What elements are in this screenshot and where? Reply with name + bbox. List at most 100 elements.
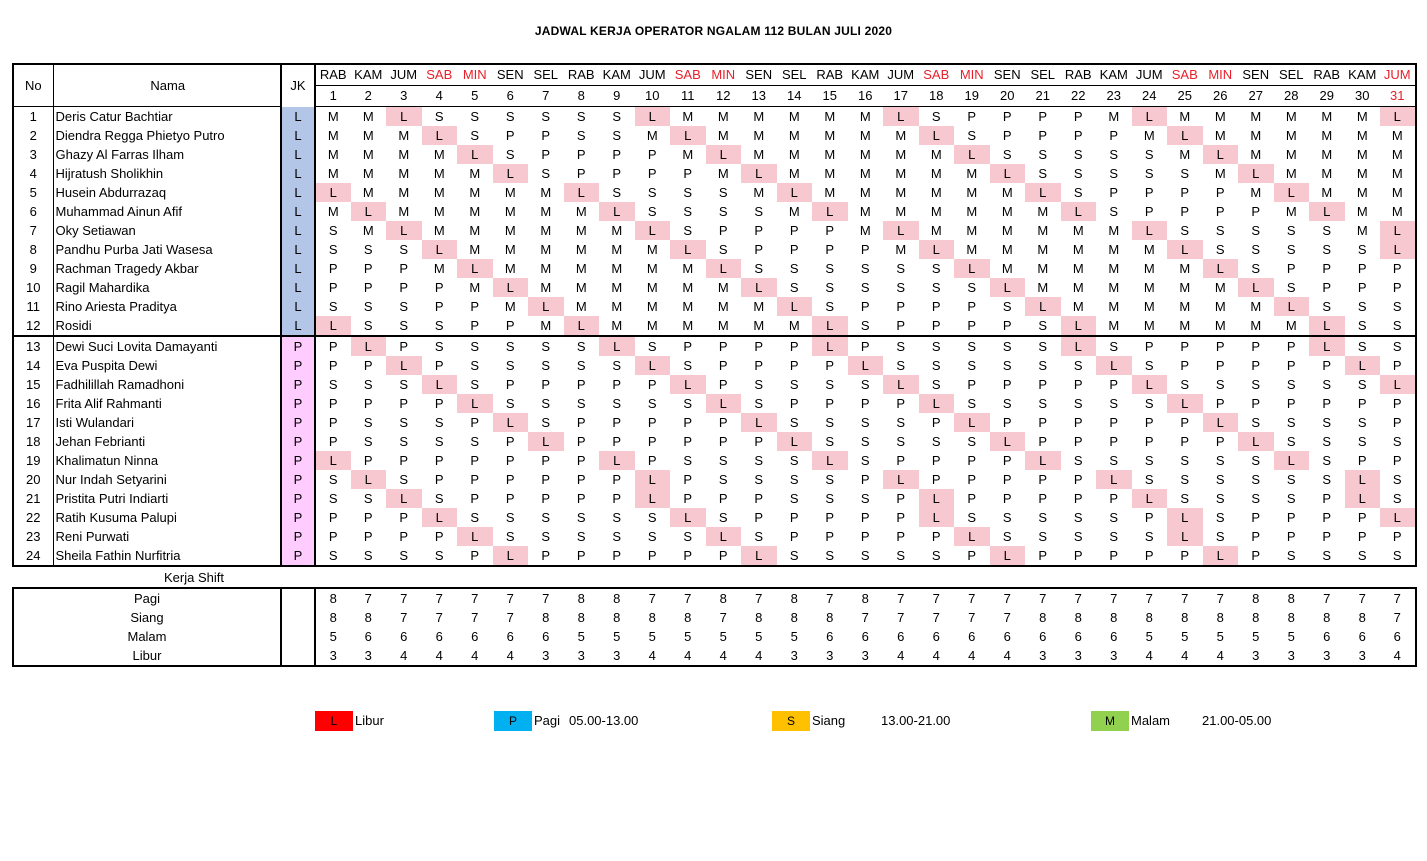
summary-value: 7 [861, 610, 869, 625]
empty-cell [848, 566, 884, 588]
shift-cell: L [776, 183, 812, 202]
summary-value: 7 [506, 610, 514, 625]
shift-cell: P [576, 377, 586, 392]
shift-cell: S [967, 434, 977, 449]
shift-cell: L [492, 278, 528, 297]
shift-cell: P [1380, 527, 1417, 546]
employee-name: Rosidi [52, 316, 281, 336]
shift-cell: P [1286, 358, 1296, 373]
shift-cell: P [612, 472, 622, 487]
row-number: 22 [12, 508, 53, 527]
employee-name: Oky Setiawan [52, 221, 281, 240]
shift-cell: P [1215, 204, 1225, 219]
shift-cell: L [741, 164, 777, 183]
employee-name: Hijratush Sholikhin [52, 164, 281, 183]
shift-cell: P [754, 242, 764, 257]
shift-cell: L [386, 489, 422, 508]
summary-value: 6 [1039, 629, 1047, 644]
shift-cell: S [718, 472, 728, 487]
summary-value: 6 [932, 629, 940, 644]
shift-cell: S [363, 434, 373, 449]
shift-cell: S [1144, 166, 1154, 181]
shift-cell: P [1073, 128, 1083, 143]
shift-cell: M [895, 242, 907, 257]
shift-cell: M [1285, 128, 1297, 143]
shift-cell: P [1038, 415, 1048, 430]
row-number: 16 [12, 394, 53, 413]
shift-cell: S [1215, 510, 1225, 525]
shift-cell: M [717, 318, 729, 333]
shift-cell: L [918, 508, 954, 527]
shift-cell: S [399, 377, 409, 392]
employee-name: Deris Catur Bachtiar [52, 106, 281, 126]
header-row-days: No Nama JK RAB KAM JUM SAB MIN SEN SEL RAB KAM JUM SA… [12, 63, 1417, 107]
legend-swatch-siang: S [772, 711, 810, 731]
shift-cell: S [612, 529, 622, 544]
shift-cell: P [1002, 415, 1012, 430]
shift-cell: S [1109, 510, 1119, 525]
shift-cell: M [1001, 261, 1013, 276]
shift-cell: L [492, 164, 528, 183]
shift-cell: S [1322, 453, 1332, 468]
shift-cell: M [646, 128, 658, 143]
shift-cell: M [1037, 223, 1049, 238]
shift-cell: P [1322, 358, 1332, 373]
shift-cell: L [883, 106, 919, 126]
shift-cell: M [540, 204, 552, 219]
summary-value: 7 [989, 587, 1025, 608]
shift-cell: M [753, 147, 765, 162]
employee-row: 8 Pandhu Purba Jati Wasesa L S S S L M M M M M M L S P P… [12, 240, 1417, 259]
employee-row: 1 Deris Catur Bachtiar L M M L S S S S S S L M M M M M M L S… [12, 106, 1417, 126]
shift-cell: M [1285, 147, 1297, 162]
shift-cell: P [647, 434, 657, 449]
shift-cell: L [599, 335, 635, 356]
shift-cell: S [328, 491, 338, 506]
shift-cell: L [670, 126, 706, 145]
summary-value: 8 [613, 610, 621, 625]
shift-cell: M [1214, 128, 1226, 143]
shift-cell: S [434, 415, 444, 430]
shift-cell: S [1322, 223, 1332, 238]
empty-cell [1203, 566, 1239, 588]
shift-cell: M [362, 147, 374, 162]
summary-value: 7 [1344, 587, 1380, 608]
shift-cell: L [1238, 164, 1274, 183]
shift-cell: L [812, 451, 848, 470]
shift-cell: S [931, 358, 941, 373]
shift-cell: P [1357, 510, 1367, 525]
shift-cell: S [1286, 377, 1296, 392]
shift-cell: L [599, 451, 635, 470]
shift-cell: P [505, 453, 515, 468]
shift-cell: P [1180, 185, 1190, 200]
legend-time-siang: 13.00-21.00 [881, 713, 951, 728]
shift-cell: M [824, 109, 836, 124]
shift-cell: L [634, 221, 670, 240]
day-number: 24 [1131, 85, 1167, 107]
summary-value: 3 [350, 646, 386, 667]
shift-cell: S [967, 396, 977, 411]
row-number: 21 [12, 489, 53, 508]
shift-cell: S [1180, 223, 1190, 238]
shift-cell: S [967, 128, 977, 143]
summary-value: 7 [1309, 587, 1345, 608]
row-number: 2 [12, 126, 53, 145]
shift-cell: M [1356, 185, 1368, 200]
summary-value: 5 [648, 629, 656, 644]
shift-cell: P [599, 546, 635, 567]
day-name: MIN [954, 63, 990, 86]
day-number: 18 [918, 85, 954, 107]
shift-cell: M [362, 185, 374, 200]
shift-cell: S [576, 529, 586, 544]
shift-cell: L [634, 470, 670, 489]
shift-cell: P [528, 546, 564, 567]
shift-cell: P [1038, 128, 1048, 143]
shift-cell: P [954, 546, 990, 567]
shift-cell: L [421, 240, 457, 259]
shift-cell: S [1144, 529, 1154, 544]
summary-value: 4 [918, 646, 954, 667]
shift-cell: P [434, 529, 444, 544]
shift-cell: M [1037, 242, 1049, 257]
shift-cell: P [860, 242, 870, 257]
shift-cell: L [776, 432, 812, 451]
shift-cell: S [1380, 297, 1417, 316]
